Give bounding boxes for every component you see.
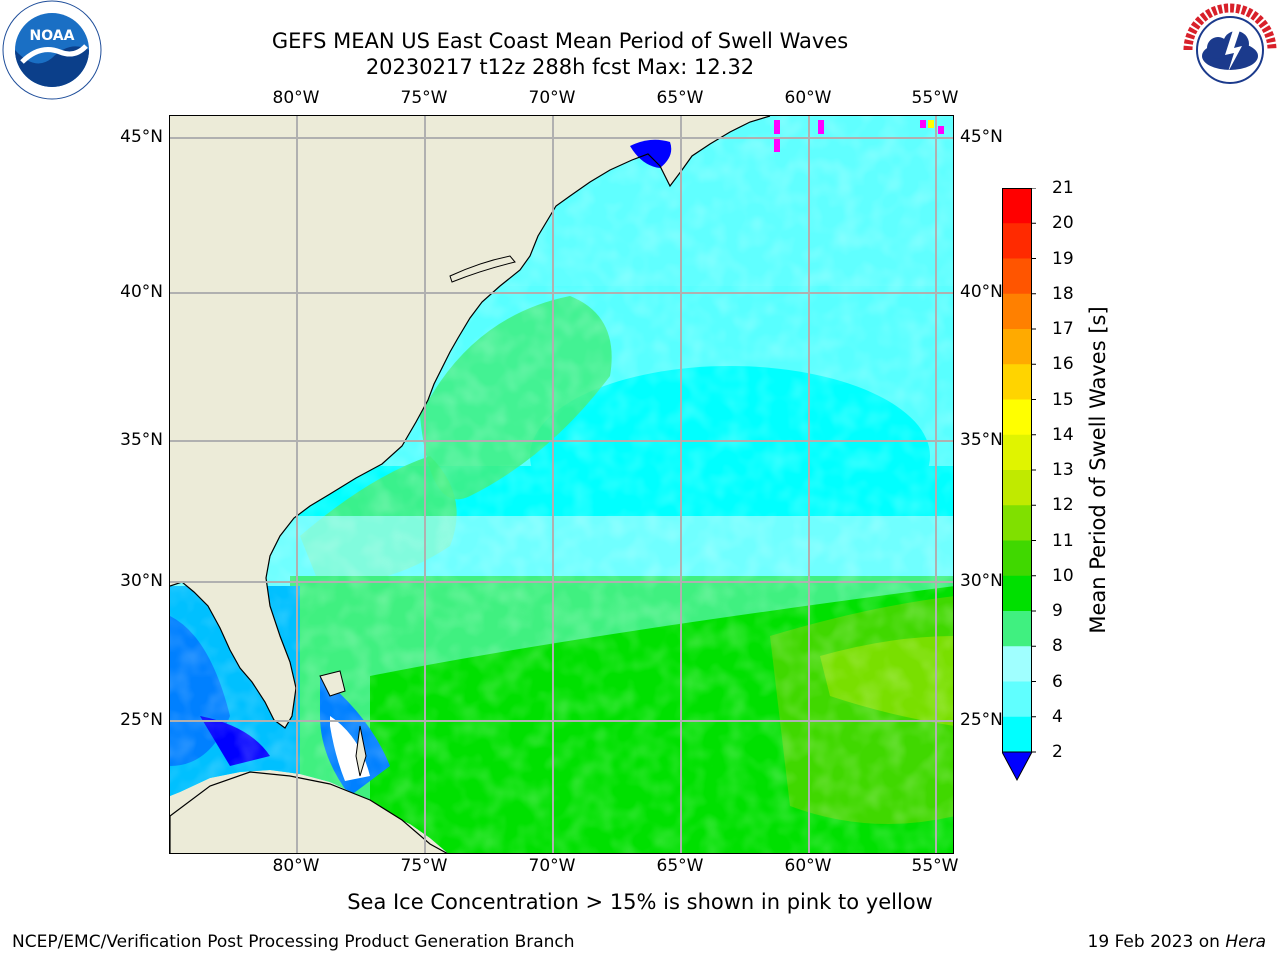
colorbar-tick-label: 21 (1052, 178, 1074, 198)
lat-label-left: 30°N (120, 571, 163, 591)
colorbar-segment (1002, 470, 1032, 506)
credit-host: Hera (1225, 932, 1266, 952)
colorbar-segment (1002, 611, 1032, 647)
colorbar (1001, 187, 1036, 784)
lon-label-top: 75°W (400, 88, 448, 108)
lon-label-bottom: 55°W (911, 856, 959, 876)
colorbar-tick-label: 20 (1052, 213, 1074, 234)
colorbar-tick-label: 19 (1052, 248, 1074, 269)
lon-label-top: 70°W (528, 88, 576, 108)
lon-label-top: 55°W (911, 88, 959, 108)
sea-ice-patch (938, 126, 944, 134)
colorbar-tick-label: 12 (1052, 495, 1074, 516)
credit-branch: NCEP/EMC/Verification Post Processing Pr… (12, 932, 575, 952)
colorbar-segment (1002, 681, 1032, 718)
colorbar-tick-label: 13 (1052, 460, 1074, 480)
noaa-logo: NOAA (0, 0, 104, 100)
colorbar-tick-label: 8 (1052, 636, 1063, 657)
lon-label-top: 65°W (656, 88, 704, 108)
sea-ice-patch (928, 120, 934, 128)
lat-label-right: 30°N (960, 571, 1003, 591)
lon-label-top: 80°W (272, 88, 320, 108)
credit-date-text: 19 Feb 2023 on (1087, 932, 1220, 952)
long-island (449, 255, 516, 283)
lon-label-bottom: 75°W (400, 856, 448, 876)
colorbar-segment (1002, 646, 1032, 682)
credit-date: 19 Feb 2023 on Hera (1088, 932, 1266, 952)
sea-ice-patch (818, 120, 824, 134)
colorbar-segment (1002, 505, 1032, 541)
colorbar-segment (1002, 364, 1032, 400)
nws-logo (1178, 0, 1280, 100)
lat-label-left: 25°N (120, 710, 163, 730)
chart-title: GEFS MEAN US East Coast Mean Period of S… (271, 29, 849, 53)
colorbar-tick-label: 10 (1052, 565, 1074, 586)
lat-label-left: 35°N (120, 430, 163, 450)
lon-label-bottom: 60°W (784, 856, 832, 876)
colorbar-tick-label: 11 (1052, 530, 1074, 551)
lat-label-right: 35°N (960, 430, 1003, 450)
colorbar-tick-label: 14 (1052, 424, 1074, 445)
colorbar-segment (1002, 329, 1032, 365)
colorbar-label: Mean Period of Swell Waves [s] (1086, 306, 1110, 634)
sea-ice-patch (774, 120, 780, 134)
cuba-land (170, 771, 448, 853)
lon-label-top: 60°W (784, 88, 832, 108)
lon-label-bottom: 65°W (656, 856, 704, 876)
colorbar-segment (1002, 293, 1032, 330)
colorbar-segment (1002, 223, 1032, 259)
coastline (170, 116, 771, 729)
lon-label-bottom: 80°W (272, 856, 320, 876)
lat-label-right: 40°N (960, 282, 1003, 302)
colorbar-segment (1002, 188, 1032, 224)
lat-label-right: 45°N (960, 127, 1003, 147)
swell-period-map (169, 115, 954, 854)
bay-of-fundy (630, 139, 672, 168)
colorbar-tick-label: 6 (1052, 671, 1063, 692)
lon-label-bottom: 70°W (528, 856, 576, 876)
lat-label-left: 45°N (120, 127, 163, 147)
colorbar-segment (1002, 575, 1032, 612)
noaa-logo-text: NOAA (30, 28, 75, 44)
footnote-text: Sea Ice Concentration > 15% is shown in … (347, 890, 933, 914)
lat-label-right: 25°N (960, 710, 1003, 730)
colorbar-tick-label: 18 (1052, 283, 1074, 304)
colorbar-tick-label: 4 (1052, 706, 1063, 727)
colorbar-tick-label: 2 (1052, 742, 1063, 762)
colorbar-tick-label: 17 (1052, 319, 1074, 339)
sea-ice-patch (774, 138, 780, 152)
colorbar-tick-label: 9 (1052, 601, 1063, 621)
colorbar-segment (1002, 258, 1032, 295)
ocean-field (170, 116, 953, 853)
colorbar-segment (1002, 716, 1032, 753)
colorbar-tick-label: 16 (1052, 354, 1074, 375)
colorbar-outline (1002, 188, 1032, 753)
colorbar-segment (1002, 434, 1032, 471)
sea-ice-patch (920, 120, 926, 128)
chart-subtitle: 20230217 t12z 288h fcst Max: 12.32 (365, 55, 755, 79)
colorbar-tick-label: 15 (1052, 389, 1074, 410)
graticule (170, 116, 953, 853)
lat-label-left: 40°N (120, 282, 163, 302)
colorbar-under-triangle (1001, 751, 1033, 782)
colorbar-segment (1002, 399, 1032, 436)
colorbar-segment (1002, 540, 1032, 577)
